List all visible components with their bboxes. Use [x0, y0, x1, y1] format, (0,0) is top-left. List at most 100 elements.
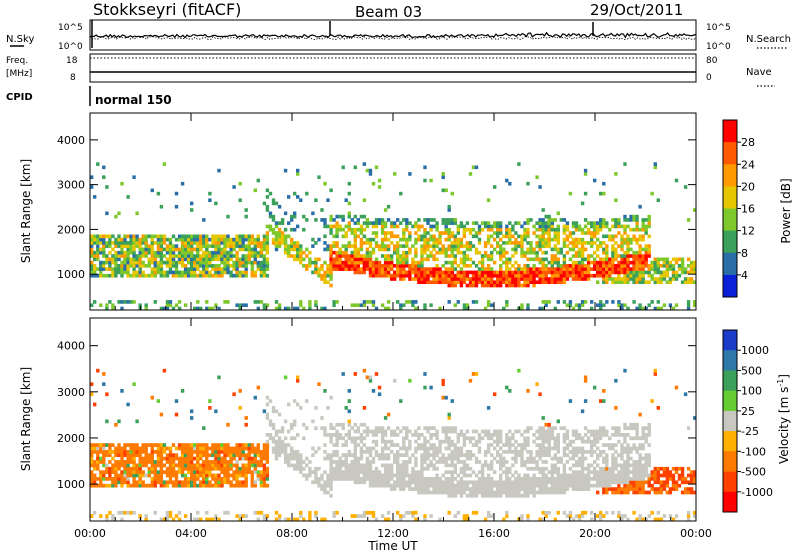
power-cell: [99, 273, 103, 278]
power-cell: [162, 273, 167, 278]
power-cell: [238, 237, 242, 242]
velocity-cell: [408, 487, 412, 491]
power-cell: [174, 254, 179, 258]
velocity-cell: [223, 453, 227, 458]
velocity-cell: [614, 477, 618, 481]
velocity-cell: [614, 433, 618, 437]
velocity-cell: [190, 453, 194, 458]
velocity-cell: [129, 450, 133, 454]
power-cell: [314, 267, 318, 271]
power-cell: [350, 303, 354, 308]
power-cell: [114, 260, 118, 265]
velocity-cell: [511, 490, 515, 495]
velocity-cell: [341, 422, 345, 427]
power-cell: [362, 234, 367, 239]
power-cell: [423, 306, 427, 311]
velocity-cell: [599, 450, 603, 454]
power-cell: [668, 277, 673, 281]
velocity-cell: [168, 466, 173, 471]
velocity-cell: [544, 487, 548, 491]
velocity-cell: [611, 470, 615, 475]
power-cell: [417, 267, 421, 271]
power-cell: [559, 264, 563, 268]
power-cell: [420, 234, 424, 239]
velocity-cell: [414, 510, 418, 515]
power-cell: [259, 254, 264, 258]
velocity-cell: [90, 473, 94, 478]
power-cell: [402, 250, 406, 255]
power-cell: [302, 306, 306, 311]
power-cell: [620, 237, 624, 242]
velocity-cell: [187, 453, 191, 458]
velocity-cell: [632, 460, 636, 464]
power-cell: [341, 260, 345, 265]
velocity-cell: [586, 463, 591, 468]
power-cell: [135, 244, 139, 248]
power-cell: [635, 218, 639, 222]
velocity-cell: [444, 395, 448, 400]
velocity-cell: [187, 480, 191, 485]
velocity-cell: [383, 456, 388, 461]
power-cell: [359, 214, 364, 219]
velocity-cell: [386, 446, 391, 451]
power-cell: [235, 244, 239, 248]
power-cell: [611, 237, 615, 242]
power-cell: [126, 250, 130, 255]
velocity-cell: [438, 443, 442, 447]
velocity-cell: [405, 446, 409, 451]
power-cell: [456, 277, 460, 281]
power-cell: [232, 241, 236, 245]
power-cell: [605, 224, 609, 229]
power-cell: [641, 221, 645, 225]
velocity-cell: [514, 429, 518, 434]
velocity-cell: [486, 450, 491, 454]
velocity-cell: [187, 446, 191, 451]
velocity-cell: [629, 477, 633, 481]
power-cell: [411, 300, 415, 304]
velocity-cell: [568, 480, 573, 485]
power-cell: [205, 237, 209, 242]
power-cell: [250, 250, 254, 255]
velocity-cell: [329, 426, 333, 431]
power-cell: [583, 224, 588, 229]
power-cell: [305, 191, 309, 196]
velocity-cell: [380, 450, 385, 454]
noise-right-tick-top: 10^5: [706, 23, 731, 33]
velocity-cell: [453, 446, 457, 451]
velocity-cell: [502, 480, 506, 485]
velocity-cell: [541, 436, 545, 441]
velocity-cell: [341, 470, 345, 475]
velocity-cell: [156, 470, 161, 475]
power-cell: [441, 264, 445, 268]
velocity-cell: [147, 470, 151, 475]
velocity-cell: [477, 483, 482, 488]
velocity-cell: [217, 375, 221, 380]
velocity-cell: [177, 443, 182, 447]
power-cell: [538, 277, 542, 281]
power-cell: [259, 247, 264, 252]
power-cell: [374, 234, 379, 239]
power-cell: [329, 257, 333, 262]
velocity-cell: [423, 480, 427, 485]
velocity-cell: [105, 483, 109, 488]
velocity-cell: [241, 450, 245, 454]
power-cell: [238, 264, 242, 268]
freq-tick-bottom: 8: [70, 73, 76, 83]
power-cell: [614, 277, 618, 281]
power-cell: [174, 244, 179, 248]
velocity-cell: [453, 426, 457, 431]
velocity-cell: [462, 443, 467, 447]
velocity-cell: [517, 473, 521, 478]
power-cell: [580, 257, 585, 262]
power-cell: [414, 264, 418, 268]
velocity-cell: [593, 433, 597, 437]
velocity-cell: [96, 446, 100, 451]
velocity-cell: [599, 477, 603, 481]
power-cell: [374, 241, 379, 245]
velocity-cell: [499, 466, 503, 471]
velocity-cell: [544, 450, 548, 454]
velocity-cell: [486, 490, 491, 495]
power-cell: [368, 221, 373, 225]
power-cell: [511, 247, 515, 252]
velocity-cell: [226, 480, 230, 485]
